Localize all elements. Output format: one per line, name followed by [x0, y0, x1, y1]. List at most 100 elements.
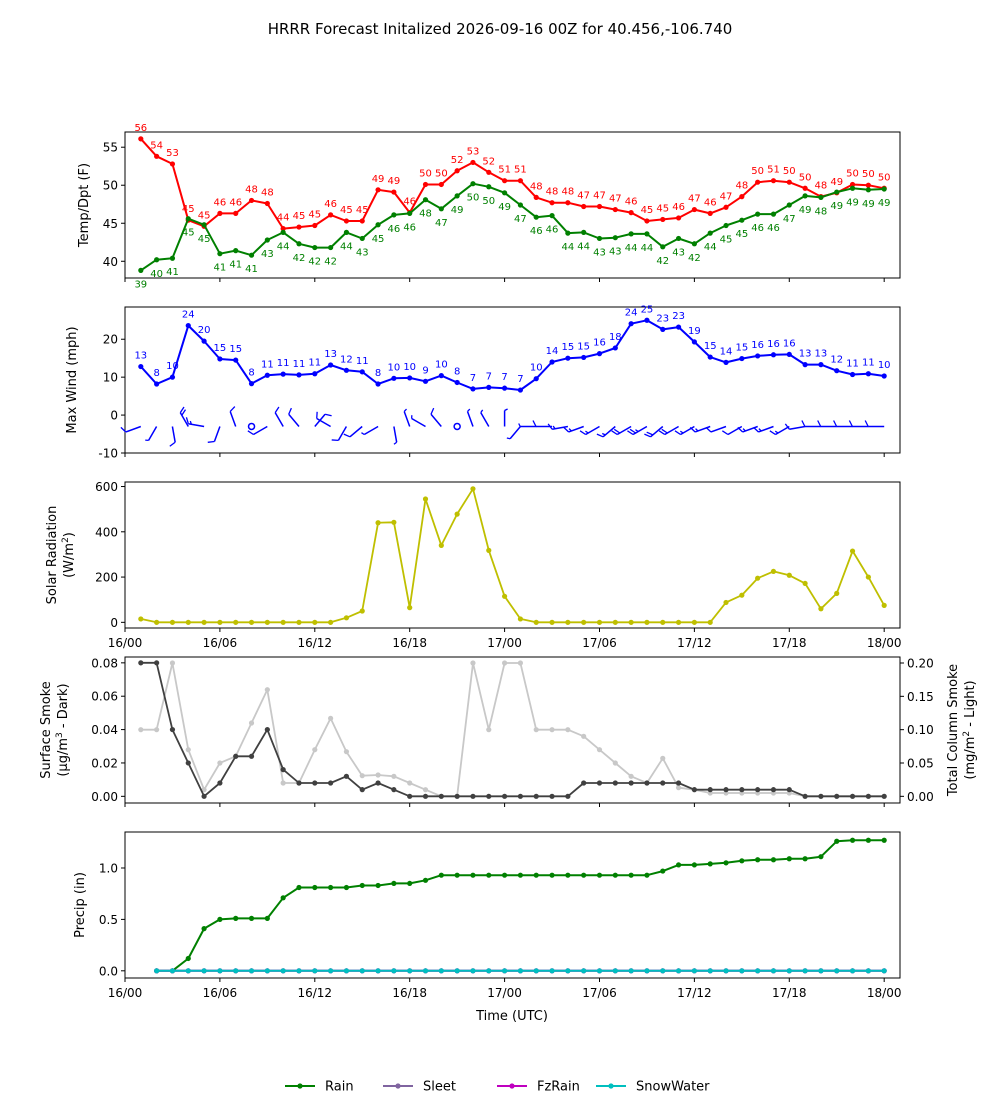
- max-wind-point: [438, 373, 444, 379]
- x-tick-label: 16/06: [203, 636, 238, 650]
- dewpoint-point: [280, 229, 286, 235]
- wind-barb: [480, 409, 490, 427]
- rain-point: [422, 877, 429, 883]
- max-wind-point: [818, 362, 824, 368]
- wind-barb: [674, 425, 695, 436]
- dewpoint-data-label: 44: [340, 241, 353, 252]
- y-tick-label: 0.08: [91, 656, 118, 670]
- surface-smoke-point: [691, 787, 697, 793]
- solar-radiation-point: [296, 619, 302, 625]
- wind-barb: [247, 425, 268, 436]
- dewpoint-point: [138, 267, 144, 273]
- snowwater-point: [169, 968, 176, 974]
- y2-tick-label: 0.15: [907, 690, 934, 704]
- solar-radiation-point: [470, 486, 476, 492]
- temp-data-label: 45: [641, 205, 654, 216]
- rain-point: [612, 872, 618, 878]
- solar-radiation-point: [533, 619, 539, 625]
- dewpoint-data-label: 47: [435, 218, 448, 229]
- snowwater-point: [675, 968, 682, 974]
- dewpoint-data-label: 43: [609, 247, 622, 258]
- surface-smoke-point: [881, 793, 887, 799]
- dewpoint-data-label: 46: [767, 223, 780, 234]
- solar-radiation-point: [264, 619, 270, 625]
- max-wind-point: [359, 369, 365, 375]
- snowwater-point: [517, 968, 524, 974]
- rain-point: [565, 872, 571, 878]
- temp-data-label: 46: [625, 197, 638, 208]
- dewpoint-point: [438, 206, 444, 212]
- surface-smoke-point: [185, 760, 191, 766]
- dewpoint-point: [486, 184, 492, 190]
- max-wind-point: [470, 386, 476, 392]
- temp-data-label: 47: [688, 194, 701, 205]
- x-tick-label: 17/06: [582, 636, 617, 650]
- yaxis-label: Solar Radiation: [45, 506, 60, 605]
- snowwater-point: [217, 968, 223, 974]
- rain-point: [786, 856, 792, 862]
- temp-point: [343, 218, 350, 224]
- wind-barb: [185, 417, 205, 428]
- temp-data-label: 45: [182, 204, 195, 215]
- dewpoint-data-label: 46: [403, 222, 416, 233]
- temp-point: [581, 203, 587, 210]
- dewpoint-point: [470, 181, 476, 187]
- wind-barb: [179, 406, 189, 427]
- max-wind-point: [217, 356, 223, 362]
- wind-barb: [145, 426, 158, 442]
- dewpoint-point: [612, 235, 618, 241]
- snowwater-point: [470, 968, 476, 974]
- solar-radiation-point: [312, 619, 318, 625]
- legend-swatch-marker: [395, 1083, 401, 1089]
- surface-smoke-point: [596, 780, 603, 786]
- dewpoint-data-label: 49: [451, 205, 464, 216]
- wind-barb: [410, 415, 426, 428]
- rain-point: [312, 884, 318, 891]
- snowwater-point: [359, 968, 365, 974]
- solar-radiation-point: [359, 608, 365, 614]
- legend: Rain Sleet FzRain SnowWater: [285, 1080, 710, 1095]
- dewpoint-line: [140, 182, 885, 272]
- wind-data-label: 13: [134, 351, 147, 362]
- temp-point: [660, 216, 666, 223]
- total-column-smoke-point: [533, 727, 539, 733]
- total-column-smoke-point: [185, 747, 191, 753]
- temp-data-label: 46: [324, 199, 337, 210]
- solar-radiation-point: [391, 519, 397, 525]
- dewpoint-data-label: 41: [229, 260, 242, 271]
- x-tick-label: 17/18: [772, 986, 807, 1000]
- surface-smoke-point: [723, 787, 729, 793]
- solar-radiation-point: [343, 615, 350, 621]
- temp-data-label: 50: [878, 172, 891, 183]
- wind-barb: [343, 425, 363, 438]
- temp-data-label: 48: [261, 187, 274, 198]
- temp-data-label: 48: [530, 181, 543, 192]
- panel-2-frame: [124, 306, 901, 454]
- max-wind-point: [755, 353, 761, 359]
- y-tick-label: -10: [98, 447, 118, 461]
- temp-data-label: 50: [419, 168, 432, 179]
- wind-data-label: 10: [530, 363, 543, 374]
- surface-smoke-point: [565, 793, 571, 799]
- legend-swatch-marker: [509, 1083, 515, 1089]
- dewpoint-point: [865, 187, 871, 193]
- wind-barb: [596, 425, 616, 438]
- temp-point: [612, 206, 618, 213]
- temp-data-label: 50: [862, 169, 875, 180]
- total-column-smoke-point: [486, 727, 492, 733]
- temp-data-label: 50: [846, 168, 859, 179]
- rain-point: [818, 854, 824, 860]
- rain-point: [264, 915, 270, 921]
- dewpoint-point: [691, 241, 697, 247]
- dewpoint-point: [549, 213, 555, 219]
- solar-radiation-point: [438, 542, 444, 548]
- surface-smoke-point: [533, 793, 539, 799]
- temp-data-label: 45: [340, 205, 353, 216]
- temp-data-label: 45: [356, 205, 369, 216]
- max-wind-point: [296, 372, 302, 378]
- snowwater-point: [549, 968, 555, 974]
- panel-5-frame: [124, 831, 901, 979]
- dewpoint-data-label: 42: [688, 253, 701, 264]
- snowwater-point: [422, 968, 429, 974]
- snowwater-point: [818, 968, 824, 974]
